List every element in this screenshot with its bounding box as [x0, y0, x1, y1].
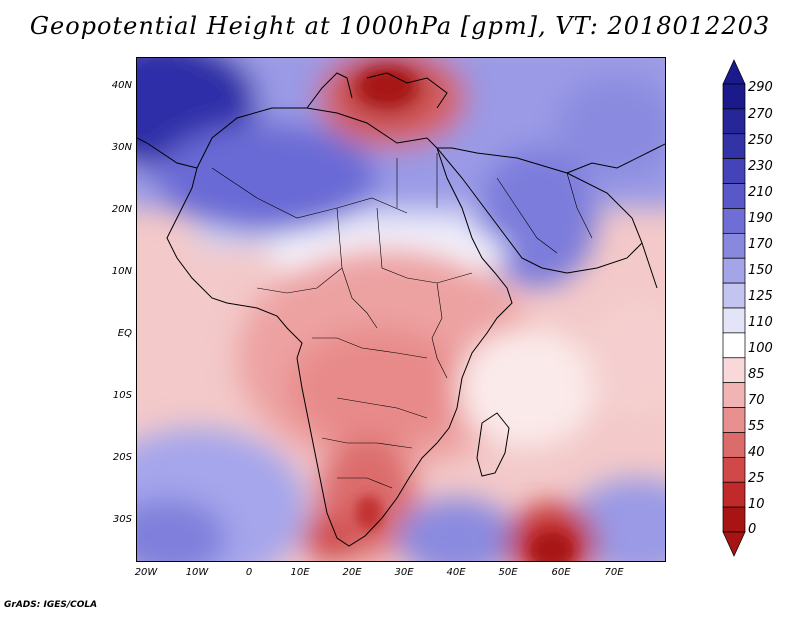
colorbar-cell: [722, 257, 746, 284]
map-panel: [136, 57, 666, 562]
lon-label-0: 0: [245, 567, 253, 578]
colorbar-label-0: 0: [748, 522, 757, 537]
colorbar-cell: [722, 307, 746, 334]
map-title: Geopotential Height at 1000hPa [gpm], VT…: [29, 12, 771, 40]
colorbar-label-190: 190: [748, 211, 773, 226]
colorbar-arrow-bottom: [722, 531, 746, 557]
colorbar-cell: [722, 506, 746, 533]
colorbar-label-40: 40: [748, 445, 765, 460]
colorbar-cell: [722, 357, 746, 384]
lon-label-50e: 50E: [498, 567, 518, 578]
lat-label-10n: 10N: [111, 266, 132, 277]
colorbar-label-110: 110: [748, 315, 773, 330]
lat-label-10s: 10S: [112, 390, 132, 401]
colorbar-label-230: 230: [748, 159, 773, 174]
colorbar-cell: [722, 282, 746, 309]
colorbar-label-100: 100: [748, 341, 773, 356]
colorbar: [722, 59, 746, 557]
colorbar-label-125: 125: [748, 289, 773, 304]
colorbar-label-85: 85: [748, 367, 765, 382]
lat-label-30n: 30N: [111, 142, 132, 153]
colorbar-cell: [722, 382, 746, 408]
colorbar-label-270: 270: [748, 107, 773, 122]
colorbar-cell: [722, 332, 746, 359]
colorbar-label-250: 250: [748, 133, 773, 148]
lat-label-20s: 20S: [112, 452, 132, 463]
colorbar-label-210: 210: [748, 185, 773, 200]
lat-label-20n: 20N: [111, 204, 132, 215]
colorbar-arrow-top: [722, 59, 746, 85]
colorbar-label-55: 55: [748, 419, 765, 434]
colorbar-label-10: 10: [748, 497, 765, 512]
lat-label-40n: 40N: [111, 80, 132, 91]
lat-label-30s: 30S: [112, 514, 132, 525]
colorbar-cell: [722, 481, 746, 508]
colorbar-cell: [722, 456, 746, 483]
colorbar-label-70: 70: [748, 393, 765, 408]
grads-credit: GrADS: IGES/COLA: [4, 600, 98, 610]
colorbar-label-170: 170: [748, 237, 773, 252]
colorbar-cell: [722, 208, 746, 234]
lon-label-20w: 20W: [134, 567, 158, 578]
colorbar-label-25: 25: [748, 471, 765, 486]
lon-label-10w: 10W: [185, 567, 209, 578]
colorbar-cell: [722, 158, 746, 184]
colorbar-cell: [722, 183, 746, 209]
colorbar-label-150: 150: [748, 263, 773, 278]
lon-label-40e: 40E: [446, 567, 466, 578]
lon-label-10e: 10E: [290, 567, 310, 578]
lat-label-eq: EQ: [117, 328, 132, 339]
lon-label-20e: 20E: [342, 567, 362, 578]
colorbar-label-290: 290: [748, 80, 773, 95]
lon-label-70e: 70E: [604, 567, 624, 578]
colorbar-cell: [722, 108, 746, 135]
geopotential-field: [137, 58, 665, 561]
colorbar-cell: [722, 83, 746, 110]
colorbar-cell: [722, 232, 746, 259]
colorbar-cell: [722, 133, 746, 160]
colorbar-cell: [722, 432, 746, 458]
lon-label-30e: 30E: [394, 567, 414, 578]
colorbar-cell: [722, 407, 746, 433]
lon-label-60e: 60E: [551, 567, 571, 578]
